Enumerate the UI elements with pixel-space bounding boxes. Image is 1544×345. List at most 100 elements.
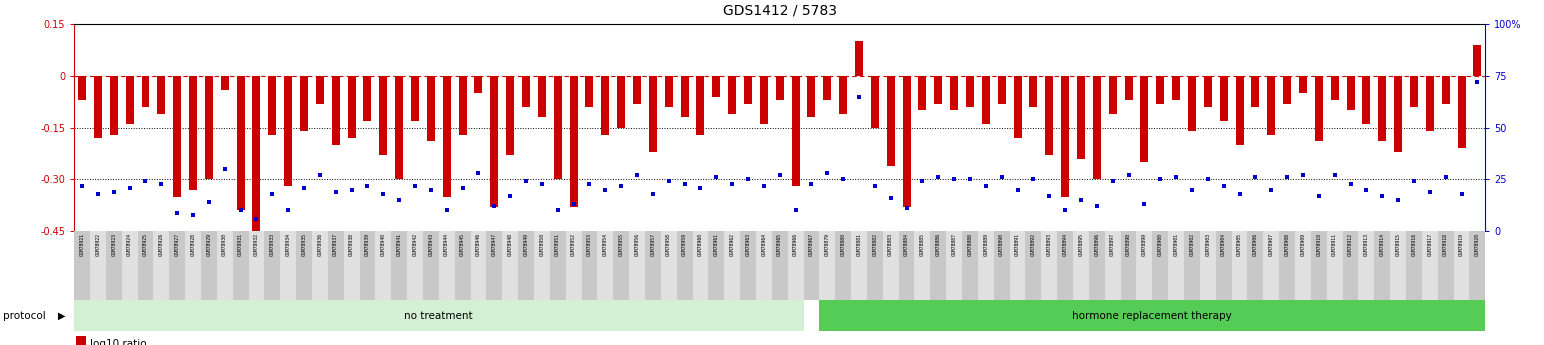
- Bar: [1473, 45, 1481, 76]
- Text: GSM78961: GSM78961: [713, 233, 720, 256]
- Bar: [899, 231, 914, 300]
- Text: GSM78953: GSM78953: [587, 233, 591, 256]
- Bar: [1295, 231, 1311, 300]
- Point: [292, 185, 317, 190]
- Point: [1291, 172, 1315, 178]
- Point: [196, 199, 221, 205]
- Bar: [1093, 76, 1101, 179]
- Bar: [1152, 231, 1169, 300]
- Point: [1433, 175, 1458, 180]
- Point: [102, 189, 127, 195]
- Text: GSM78962: GSM78962: [730, 233, 735, 256]
- Bar: [253, 76, 261, 242]
- Bar: [360, 231, 375, 300]
- Text: GSM78935: GSM78935: [301, 233, 307, 256]
- Bar: [585, 76, 593, 107]
- Text: GDS1412 / 5783: GDS1412 / 5783: [723, 3, 837, 18]
- Text: GSM78916: GSM78916: [1411, 233, 1416, 256]
- Text: GSM78888: GSM78888: [968, 233, 973, 256]
- Bar: [443, 76, 451, 197]
- Bar: [598, 231, 613, 300]
- Text: GSM78899: GSM78899: [1143, 233, 1147, 256]
- Bar: [740, 231, 757, 300]
- Bar: [201, 231, 216, 300]
- Text: GSM78927: GSM78927: [174, 233, 179, 256]
- Bar: [1379, 76, 1387, 141]
- Point: [307, 172, 332, 178]
- Point: [1005, 187, 1030, 193]
- Point: [879, 195, 903, 201]
- Point: [560, 201, 585, 207]
- Point: [1306, 193, 1331, 199]
- Bar: [1374, 231, 1390, 300]
- Bar: [1248, 231, 1263, 300]
- Bar: [866, 231, 883, 300]
- Point: [800, 181, 824, 186]
- Text: GSM78894: GSM78894: [1062, 233, 1067, 256]
- Bar: [537, 76, 547, 117]
- Text: GSM78893: GSM78893: [1047, 233, 1051, 256]
- Text: GSM78886: GSM78886: [936, 233, 940, 256]
- Bar: [1410, 76, 1417, 107]
- Bar: [855, 41, 863, 76]
- Text: GSM78912: GSM78912: [1348, 233, 1353, 256]
- Text: GSM78955: GSM78955: [619, 233, 624, 256]
- Bar: [173, 76, 181, 197]
- Bar: [997, 76, 1005, 104]
- Bar: [820, 231, 835, 300]
- Bar: [1215, 231, 1232, 300]
- Text: GSM78956: GSM78956: [635, 233, 639, 256]
- Text: GSM78967: GSM78967: [809, 233, 814, 256]
- Bar: [491, 76, 499, 207]
- Bar: [391, 231, 408, 300]
- Text: GSM78938: GSM78938: [349, 233, 354, 256]
- Point: [482, 204, 506, 209]
- Text: GSM78914: GSM78914: [1380, 233, 1385, 256]
- Text: GSM78915: GSM78915: [1396, 233, 1400, 256]
- Bar: [506, 76, 514, 155]
- Text: GSM78918: GSM78918: [1444, 233, 1448, 256]
- Bar: [757, 231, 772, 300]
- Point: [1275, 175, 1300, 180]
- Bar: [1422, 231, 1437, 300]
- Bar: [1025, 231, 1041, 300]
- Point: [593, 187, 618, 193]
- Point: [530, 181, 554, 186]
- Text: GSM78930: GSM78930: [222, 233, 227, 256]
- Text: GSM78952: GSM78952: [571, 233, 576, 256]
- Bar: [1283, 76, 1291, 104]
- Bar: [1030, 76, 1038, 107]
- Bar: [554, 76, 562, 179]
- Bar: [1268, 76, 1275, 135]
- Bar: [665, 76, 673, 107]
- Point: [672, 181, 696, 186]
- Text: GSM78960: GSM78960: [698, 233, 703, 256]
- Bar: [1156, 76, 1164, 104]
- Point: [323, 189, 347, 195]
- Bar: [1311, 231, 1326, 300]
- Bar: [772, 231, 787, 300]
- Bar: [676, 231, 693, 300]
- Bar: [327, 231, 344, 300]
- Bar: [185, 231, 201, 300]
- Text: GSM78901: GSM78901: [1173, 233, 1178, 256]
- Bar: [792, 76, 800, 186]
- Bar: [74, 300, 803, 331]
- Bar: [79, 76, 86, 100]
- Text: GSM78928: GSM78928: [190, 233, 196, 256]
- Bar: [380, 76, 388, 155]
- Text: GSM78943: GSM78943: [428, 233, 434, 256]
- Point: [863, 183, 888, 188]
- Point: [942, 177, 967, 182]
- Text: GSM78954: GSM78954: [602, 233, 608, 256]
- Text: GSM78931: GSM78931: [238, 233, 242, 256]
- Point: [418, 187, 443, 193]
- Bar: [1204, 76, 1212, 107]
- Bar: [1232, 231, 1248, 300]
- Bar: [153, 231, 170, 300]
- Text: GSM78906: GSM78906: [1252, 233, 1258, 256]
- Text: GSM78891: GSM78891: [1014, 233, 1021, 256]
- Text: GSM78884: GSM78884: [905, 233, 909, 256]
- Text: GSM78910: GSM78910: [1317, 233, 1322, 256]
- Point: [133, 179, 157, 184]
